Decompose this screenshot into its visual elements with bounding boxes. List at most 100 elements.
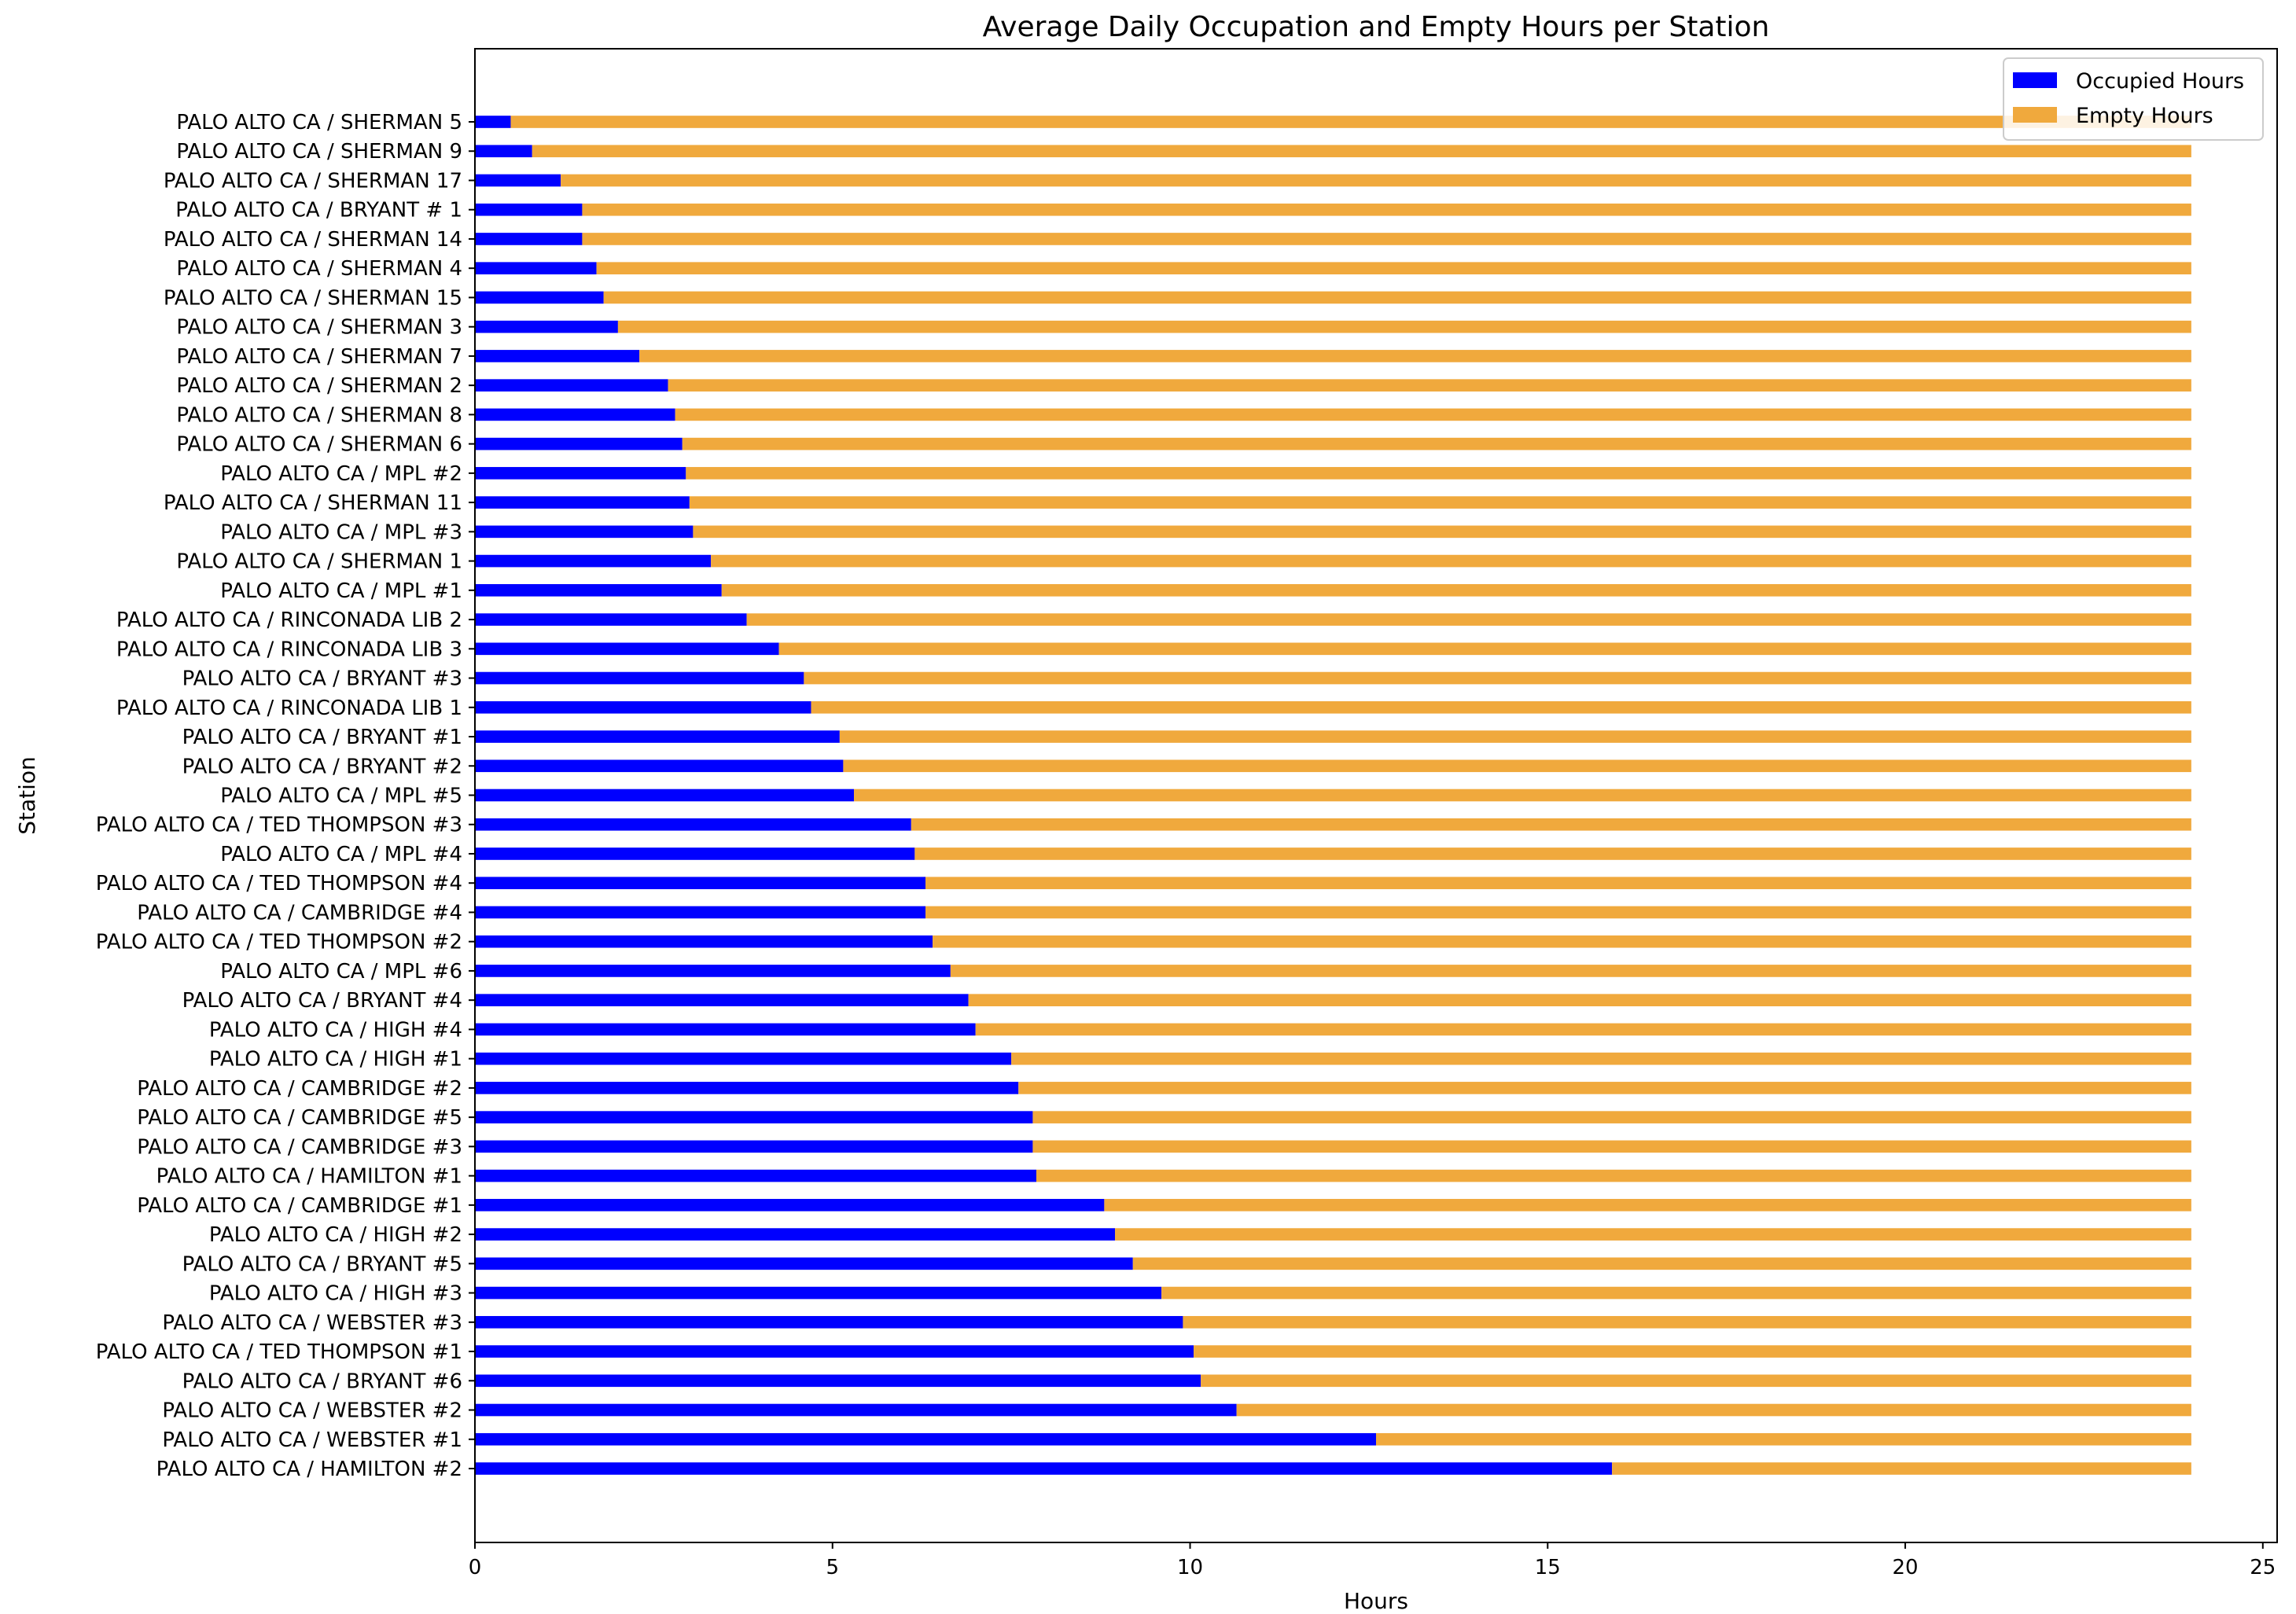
empty-bar bbox=[1194, 1345, 2191, 1358]
occupied-bar bbox=[475, 818, 911, 831]
y-tick-label: PALO ALTO CA / HIGH #4 bbox=[209, 1018, 462, 1042]
occupied-bar bbox=[475, 584, 722, 597]
empty-bar bbox=[804, 671, 2191, 685]
occupied-bar bbox=[475, 1052, 1012, 1065]
y-axis-ticks: PALO ALTO CA / SHERMAN 5 PALO ALTO CA / S… bbox=[96, 111, 475, 1481]
empty-bar bbox=[689, 496, 2191, 509]
y-tick-label: PALO ALTO CA / SHERMAN 1 bbox=[176, 550, 462, 574]
empty-bar bbox=[1183, 1315, 2191, 1329]
occupied-bar bbox=[475, 467, 686, 480]
empty-bar bbox=[811, 700, 2191, 714]
occupied-bar bbox=[475, 1374, 1201, 1388]
empty-bar bbox=[933, 935, 2191, 948]
y-tick-label: PALO ALTO CA / WEBSTER #3 bbox=[162, 1311, 462, 1335]
empty-bar bbox=[1132, 1257, 2191, 1270]
y-tick-label: PALO ALTO CA / BRYANT #1 bbox=[182, 726, 462, 749]
occupied-bar bbox=[475, 642, 779, 656]
occupied-bar bbox=[475, 965, 951, 977]
empty-bar bbox=[711, 554, 2191, 568]
y-tick-label: PALO ALTO CA / HIGH #1 bbox=[209, 1048, 462, 1072]
y-tick-label: PALO ALTO CA / BRYANT #2 bbox=[182, 755, 462, 778]
y-tick-label: PALO ALTO CA / SHERMAN 4 bbox=[176, 257, 462, 281]
empty-bar bbox=[925, 906, 2191, 919]
y-tick-label: PALO ALTO CA / TED THOMPSON #2 bbox=[96, 931, 462, 954]
occupied-bar bbox=[475, 730, 840, 743]
empty-bar bbox=[561, 174, 2191, 187]
occupied-bar bbox=[475, 437, 683, 450]
occupied-bar bbox=[475, 613, 747, 626]
occupied-bar bbox=[475, 1140, 1033, 1153]
x-tick-label: 0 bbox=[469, 1556, 482, 1579]
empty-bar bbox=[1011, 1052, 2191, 1065]
empty-bar bbox=[596, 262, 2191, 275]
y-tick-label: PALO ALTO CA / MPL #5 bbox=[220, 785, 462, 808]
occupied-bar bbox=[475, 554, 712, 568]
empty-bar bbox=[682, 437, 2191, 450]
empty-bar bbox=[1032, 1140, 2191, 1153]
occupied-bar bbox=[475, 1432, 1376, 1446]
empty-bar bbox=[1115, 1228, 2191, 1241]
y-tick-label: PALO ALTO CA / WEBSTER #1 bbox=[162, 1428, 462, 1452]
chart-title: Average Daily Occupation and Empty Hours… bbox=[983, 11, 1770, 43]
legend-label-empty: Empty Hours bbox=[2076, 104, 2213, 128]
y-tick-label: PALO ALTO CA / CAMBRIDGE #1 bbox=[137, 1194, 462, 1218]
empty-bar bbox=[1104, 1199, 2191, 1211]
empty-bar bbox=[975, 1023, 2191, 1036]
occupied-bar bbox=[475, 671, 804, 685]
y-tick-label: PALO ALTO CA / MPL #4 bbox=[220, 843, 462, 866]
empty-bar bbox=[950, 965, 2191, 977]
empty-bar bbox=[911, 818, 2191, 831]
y-tick-label: PALO ALTO CA / SHERMAN 9 bbox=[176, 140, 462, 164]
empty-bar bbox=[914, 847, 2191, 860]
empty-bar bbox=[693, 525, 2191, 539]
y-tick-label: PALO ALTO CA / RINCONADA LIB 1 bbox=[116, 697, 462, 720]
empty-bar bbox=[925, 877, 2191, 890]
occupied-bar bbox=[475, 1403, 1237, 1417]
occupied-bar bbox=[475, 379, 668, 392]
bars-layer bbox=[475, 116, 2191, 1475]
occupied-bar bbox=[475, 203, 583, 216]
legend-frame bbox=[2003, 57, 2264, 141]
empty-bar bbox=[721, 584, 2191, 597]
empty-bar bbox=[617, 320, 2191, 333]
y-tick-label: PALO ALTO CA / RINCONADA LIB 2 bbox=[116, 608, 462, 632]
occupied-bar bbox=[475, 350, 640, 362]
y-tick-label: PALO ALTO CA / TED THOMPSON #1 bbox=[96, 1340, 462, 1364]
occupied-bar bbox=[475, 1286, 1162, 1300]
occupied-bar bbox=[475, 759, 844, 773]
empty-bar bbox=[1018, 1082, 2191, 1094]
legend-swatch-empty bbox=[2013, 107, 2057, 123]
x-tick-label: 10 bbox=[1177, 1556, 1203, 1579]
occupied-bar bbox=[475, 1111, 1033, 1123]
occupied-bar bbox=[475, 1082, 1019, 1094]
empty-bar bbox=[746, 613, 2191, 626]
x-axis-ticks: 0 5 10 15 20 25 bbox=[469, 1542, 2276, 1579]
y-tick-label: PALO ALTO CA / SHERMAN 14 bbox=[164, 228, 462, 252]
y-tick-label: PALO ALTO CA / HIGH #3 bbox=[209, 1282, 462, 1306]
y-tick-label: PALO ALTO CA / BRYANT #4 bbox=[182, 989, 462, 1013]
occupied-bar bbox=[475, 1315, 1183, 1329]
y-tick-label: PALO ALTO CA / RINCONADA LIB 3 bbox=[116, 638, 462, 661]
empty-bar bbox=[675, 408, 2191, 421]
legend: Occupied Hours Empty Hours bbox=[2003, 57, 2264, 141]
occupied-bar bbox=[475, 906, 925, 919]
occupied-bar bbox=[475, 145, 532, 158]
y-tick-label: PALO ALTO CA / MPL #2 bbox=[220, 462, 462, 486]
empty-bar bbox=[843, 759, 2191, 773]
y-tick-label: PALO ALTO CA / TED THOMPSON #4 bbox=[96, 872, 462, 895]
empty-bar bbox=[532, 145, 2191, 158]
y-tick-label: PALO ALTO CA / MPL #1 bbox=[220, 579, 462, 603]
y-tick-label: PALO ALTO CA / HAMILTON #1 bbox=[156, 1165, 462, 1189]
y-tick-label: PALO ALTO CA / BRYANT #3 bbox=[182, 667, 462, 691]
empty-bar bbox=[686, 467, 2191, 480]
occupied-bar bbox=[475, 935, 933, 948]
y-tick-label: PALO ALTO CA / CAMBRIDGE #3 bbox=[137, 1135, 462, 1159]
y-tick-label: PALO ALTO CA / SHERMAN 15 bbox=[164, 286, 462, 310]
y-tick-label: PALO ALTO CA / MPL #3 bbox=[220, 520, 462, 544]
empty-bar bbox=[1161, 1286, 2191, 1300]
x-tick-label: 15 bbox=[1535, 1556, 1561, 1579]
occupied-bar bbox=[475, 1257, 1133, 1270]
empty-bar bbox=[1036, 1169, 2191, 1182]
